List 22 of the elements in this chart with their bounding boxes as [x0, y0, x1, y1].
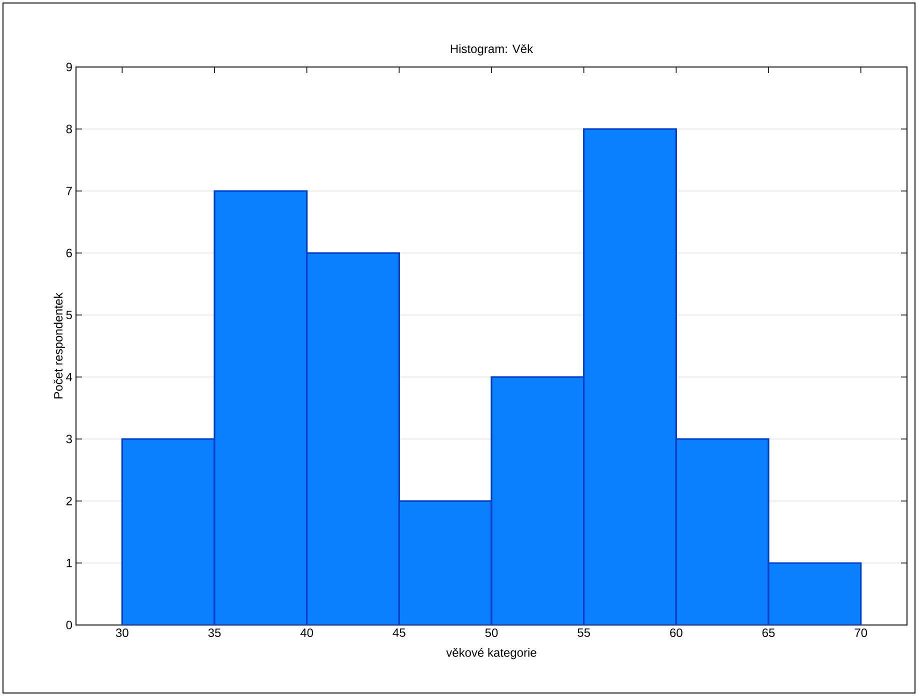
y-tick-label: 7	[66, 186, 72, 196]
y-tick-label: 2	[66, 496, 72, 506]
x-tick-label: 70	[854, 628, 868, 638]
chart-title: Histogram: Věk	[450, 44, 534, 56]
x-tick-label: 40	[300, 628, 314, 638]
x-tick-label: 55	[578, 628, 590, 637]
x-tick-label: 60	[670, 628, 682, 638]
y-tick-label: 6	[66, 248, 72, 258]
y-tick-label: 0	[66, 620, 72, 630]
x-tick-label: 30	[116, 628, 128, 638]
y-tick-label: 4	[66, 372, 72, 382]
y-tick-label: 5	[66, 310, 72, 320]
x-tick-label: 35	[208, 628, 221, 638]
x-axis-title: věkové kategorie	[446, 648, 536, 660]
y-tick-label: 3	[66, 434, 72, 444]
y-tick-label: 8	[66, 124, 72, 134]
x-tick-label: 65	[762, 628, 775, 638]
y-tick-label: 1	[66, 558, 72, 568]
y-axis-title: Počet respondentek	[54, 292, 65, 398]
x-tick-label: 45	[392, 628, 406, 637]
y-tick-label: 9	[66, 62, 72, 72]
x-tick-label: 50	[485, 628, 498, 638]
